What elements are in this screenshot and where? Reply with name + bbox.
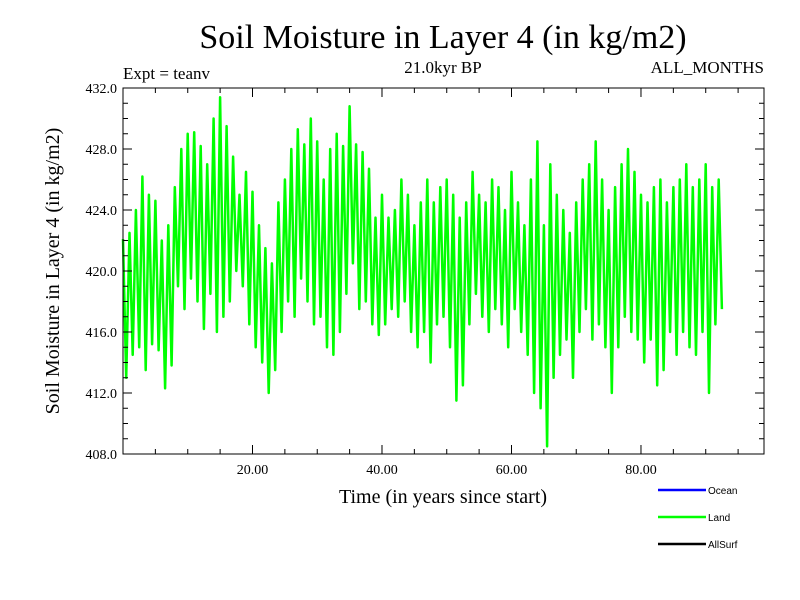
left-note: Expt = teanv — [123, 64, 211, 83]
x-tick-label: 80.00 — [625, 463, 657, 478]
x-tick-label: 60.00 — [496, 463, 528, 478]
x-axis-label: Time (in years since start) — [339, 486, 547, 508]
y-tick-label: 412.0 — [86, 387, 118, 402]
x-tick-label: 20.00 — [237, 463, 269, 478]
y-tick-label: 432.0 — [86, 82, 118, 97]
legend-label-allsurf: AllSurf — [708, 540, 738, 551]
y-tick-label: 428.0 — [86, 143, 118, 158]
chart-title: Soil Moisture in Layer 4 (in kg/m2) — [199, 19, 686, 56]
right-note: ALL_MONTHS — [651, 58, 764, 77]
legend-label-ocean: Ocean — [708, 486, 737, 497]
subtitle: 21.0kyr BP — [404, 58, 481, 77]
legend: Ocean Land AllSurf — [658, 486, 738, 551]
y-axis-label: Soil Moisture in Layer 4 (in kg/m2) — [42, 128, 64, 415]
x-tick-label: 40.00 — [366, 463, 398, 478]
y-tick-label: 408.0 — [86, 448, 118, 463]
legend-label-land: Land — [708, 513, 730, 524]
y-tick-label: 420.0 — [86, 265, 118, 280]
axes: 408.0 412.0 416.0 420.0 424.0 428.0 432.0 20.00… — [86, 82, 764, 478]
plot-area — [121, 95, 724, 448]
y-tick-label: 424.0 — [86, 204, 118, 219]
y-tick-label: 416.0 — [86, 326, 118, 341]
series-line-land — [121, 95, 724, 448]
